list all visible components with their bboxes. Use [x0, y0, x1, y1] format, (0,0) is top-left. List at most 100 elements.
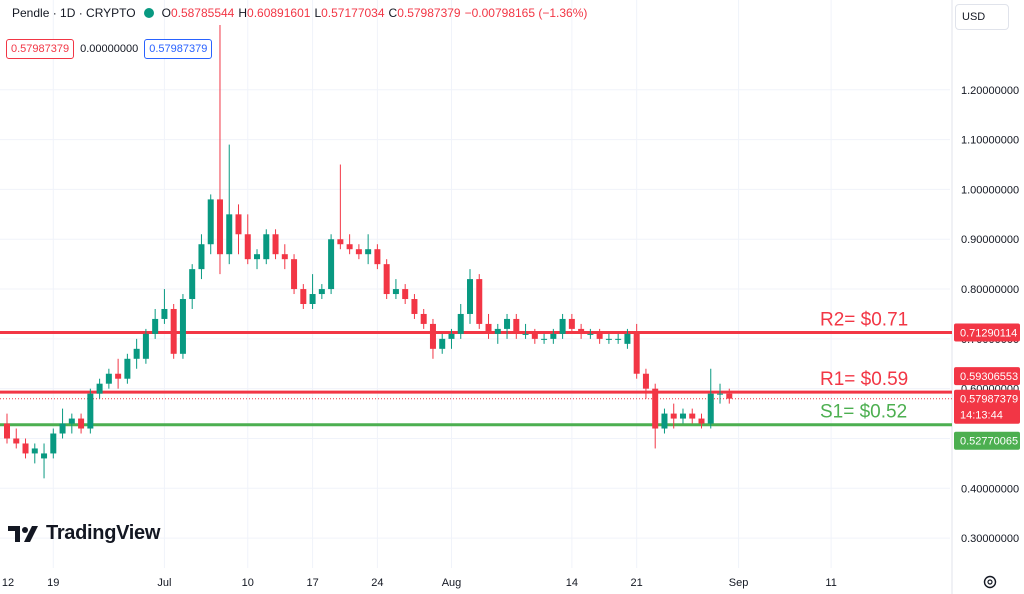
market-status-icon [143, 8, 154, 18]
candle [309, 274, 316, 309]
candle [652, 383, 659, 449]
candle [679, 408, 686, 424]
price-axis[interactable]: 0.300000000.400000000.500000000.60000000… [954, 85, 1020, 545]
svg-text:0.57987379: 0.57987379 [960, 394, 1018, 406]
settings-gear-icon[interactable] [983, 575, 997, 589]
spread-value: 0.00000000 [74, 40, 145, 58]
symbol-title[interactable]: Pendle · 1D · CRYPTO [12, 6, 136, 20]
candle [244, 214, 251, 265]
candle [59, 408, 66, 439]
candle [281, 244, 288, 270]
x-tick-label: 21 [631, 577, 643, 589]
tradingview-logo: TradingView [8, 522, 160, 545]
candle [707, 368, 714, 429]
candle [13, 428, 20, 449]
candle [189, 264, 196, 309]
candle [522, 323, 529, 339]
high-label: H [238, 6, 248, 20]
candle [124, 353, 131, 384]
open-label: O [161, 6, 171, 20]
level-label-r2: R2= $0.71 [820, 309, 908, 330]
candle [513, 313, 520, 339]
last-price-tag: 0.57987379 14:13:44 [954, 389, 1020, 424]
low-label: L [314, 6, 322, 20]
candle [633, 323, 640, 379]
candle [87, 388, 94, 434]
x-tick-label: 10 [242, 577, 254, 589]
candle [254, 249, 261, 270]
level-lines: R2= $0.71 R1= $0.59 S1= $0.52 [0, 309, 952, 427]
candle [642, 368, 649, 399]
candle [476, 274, 483, 329]
currency-selector[interactable]: USD [955, 4, 1009, 30]
candle [457, 304, 464, 339]
x-tick-label: 14 [566, 577, 578, 589]
candle [300, 284, 307, 309]
candle [578, 323, 585, 339]
y-tick-label: 0.80000000 [961, 284, 1019, 296]
candle [411, 294, 418, 319]
y-tick-label: 1.00000000 [961, 184, 1019, 196]
buy-price-badge[interactable]: 0.57987379 [144, 39, 213, 59]
svg-text:0.59306553: 0.59306553 [960, 371, 1018, 383]
candle [559, 313, 566, 339]
candle [670, 403, 677, 429]
candle [346, 234, 353, 255]
candle [207, 194, 214, 255]
candle [661, 408, 668, 434]
time-axis[interactable]: 12 19 Jul 10 17 24 Aug 14 21 Sep 11 [2, 577, 837, 589]
candle [78, 413, 85, 434]
candle [587, 328, 594, 339]
logo-text: TradingView [46, 522, 161, 544]
candle [698, 413, 705, 429]
level-label-s1: S1= $0.52 [820, 402, 907, 423]
candle [161, 289, 168, 324]
y-tick-label: 0.30000000 [961, 533, 1019, 545]
candle [198, 234, 205, 280]
candle [22, 438, 29, 459]
candle [133, 338, 140, 369]
candle [568, 313, 575, 334]
candle [615, 333, 622, 344]
y-tick-label: 0.40000000 [961, 483, 1019, 495]
candle [41, 443, 48, 479]
grid [0, 0, 950, 568]
close-label: C [388, 6, 398, 20]
sell-price-badge[interactable]: 0.57987379 [6, 39, 75, 59]
change-value: −0.00798165 (−1.36%) [464, 6, 588, 20]
candle [374, 244, 381, 270]
price-badges: 0.57987379 0.00000000 0.57987379 [6, 39, 213, 59]
candle [485, 313, 492, 339]
candle [531, 328, 538, 344]
candle [68, 413, 75, 434]
candle [179, 294, 186, 359]
candle [596, 328, 603, 344]
candle [96, 378, 103, 399]
candle [541, 333, 548, 344]
y-tick-label: 1.20000000 [961, 85, 1019, 97]
svg-text:0.71290114: 0.71290114 [960, 327, 1017, 339]
low-value: 0.57177034 [321, 6, 385, 20]
candle [717, 383, 724, 404]
x-tick-label: Jul [157, 577, 171, 589]
level-price-tag-r2: 0.71290114 [954, 323, 1020, 342]
y-tick-label: 0.90000000 [961, 234, 1019, 246]
candle [448, 328, 455, 349]
candle [439, 333, 446, 354]
tradingview-logo-icon [8, 525, 38, 542]
candle [263, 229, 270, 265]
svg-text:0.52770065: 0.52770065 [960, 436, 1018, 448]
candle [31, 443, 38, 464]
candle [689, 408, 696, 424]
candle [337, 164, 344, 250]
candle [402, 284, 409, 304]
candle [467, 269, 473, 324]
close-value: 0.57987379 [397, 6, 461, 20]
candle [392, 279, 399, 300]
open-value: 0.58785544 [170, 6, 235, 20]
y-tick-label: 1.10000000 [961, 135, 1019, 147]
candle [504, 313, 511, 339]
candle [624, 328, 631, 349]
candle [235, 204, 242, 255]
